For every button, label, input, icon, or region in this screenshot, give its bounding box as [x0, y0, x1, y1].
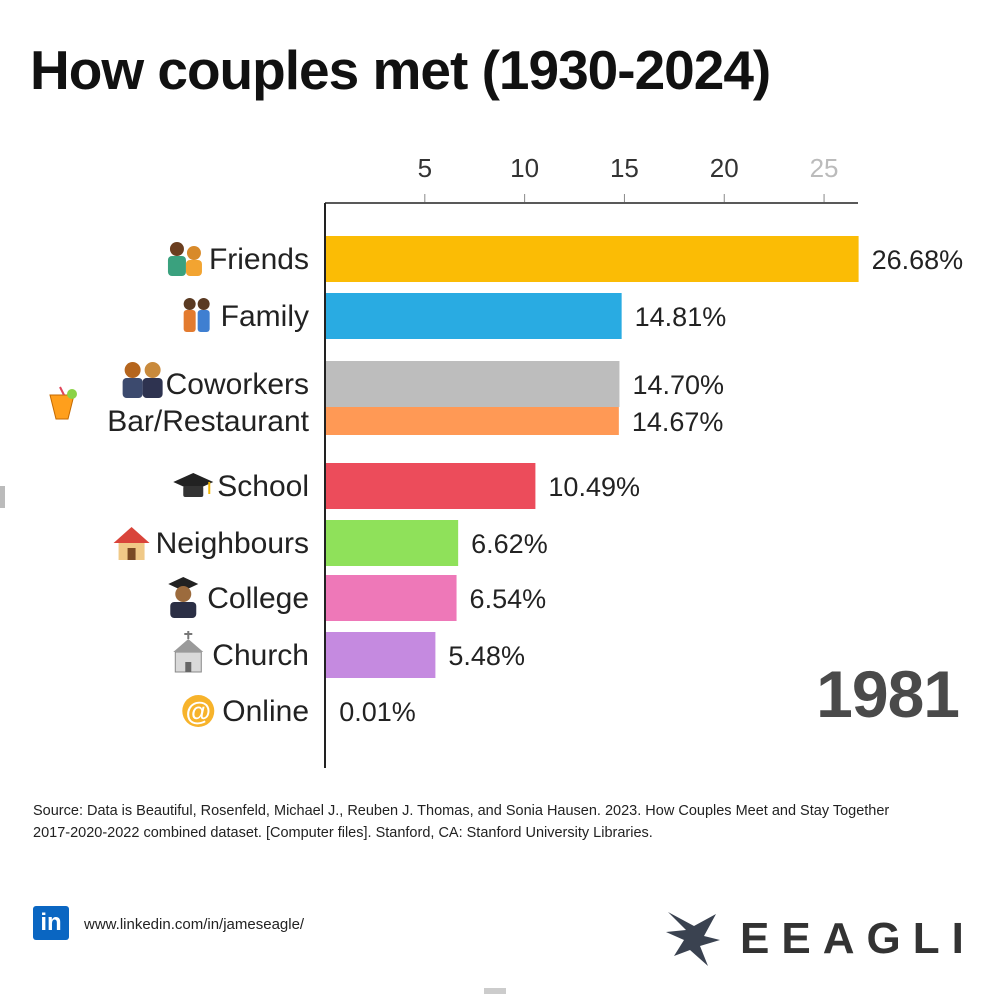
at-sign-icon: @ — [182, 695, 215, 727]
cocktail-icon-part — [67, 389, 77, 399]
value-label: 14.67% — [632, 407, 724, 437]
graduation-cap-icon-part — [183, 486, 204, 497]
couple-icon-part — [167, 256, 186, 276]
year-label: 1981 — [816, 657, 960, 731]
family-icon-part — [197, 310, 210, 332]
value-label: 26.68% — [872, 245, 964, 275]
coworkers-icon-part — [144, 362, 161, 378]
category-label: Friends — [209, 243, 309, 276]
couple-icon-part — [186, 246, 201, 260]
graduation-cap-icon — [173, 473, 214, 497]
bar-school — [326, 463, 536, 509]
family-icon-part — [183, 298, 196, 310]
category-label: Online — [222, 695, 309, 728]
bar-church — [326, 632, 436, 678]
family-icon-part — [197, 298, 210, 310]
cocktail-icon — [49, 386, 77, 420]
church-icon — [173, 631, 204, 673]
cocktail-icon-part — [49, 394, 75, 420]
linkedin-icon[interactable]: in — [33, 906, 69, 940]
linkedin-url[interactable]: www.linkedin.com/in/jameseagle/ — [84, 916, 305, 933]
bar-neighbours — [326, 520, 459, 566]
graduate-icon — [168, 577, 199, 618]
coworkers-icon-part — [122, 378, 143, 398]
coworkers-icon-part — [124, 362, 141, 378]
source-note: Source: Data is Beautiful, Rosenfeld, Mi… — [33, 803, 890, 841]
family-icon-part — [183, 310, 196, 332]
couple-icon — [167, 242, 202, 276]
family-icon — [183, 298, 210, 332]
x-tick-label: 10 — [510, 153, 539, 183]
category-label: College — [207, 582, 309, 615]
graduate-icon-part — [175, 586, 192, 602]
eagle-logo-icon — [666, 912, 720, 966]
value-label: 10.49% — [548, 472, 640, 502]
bar-family — [326, 293, 622, 339]
edge-mark — [484, 988, 506, 994]
category-label: Coworkers — [166, 368, 309, 401]
bar-bar-restaurant — [326, 407, 619, 435]
coworkers-icon-part — [142, 378, 163, 398]
graduate-icon-part — [170, 602, 197, 618]
value-label: 14.81% — [635, 302, 727, 332]
house-icon-part — [127, 548, 136, 560]
couple-icon-part — [185, 260, 202, 276]
x-tick-label: 15 — [610, 153, 639, 183]
graduate-icon-part — [168, 577, 199, 591]
value-label: 6.62% — [471, 529, 548, 559]
category-label: Church — [212, 639, 309, 672]
at-sign-icon-part — [182, 695, 215, 727]
bar-coworkers — [326, 361, 620, 407]
value-label: 6.54% — [470, 584, 547, 614]
house-icon-part — [113, 527, 150, 543]
x-tick-label: 5 — [418, 153, 432, 183]
x-tick-label: 20 — [710, 153, 739, 183]
category-label: Family — [221, 300, 309, 333]
house-icon — [113, 527, 150, 560]
value-label: 5.48% — [448, 641, 525, 671]
chart-title: How couples met (1930-2024) — [30, 39, 771, 101]
cocktail-icon-part — [59, 386, 65, 396]
church-icon-part — [173, 639, 204, 652]
category-label: Bar/Restaurant — [107, 405, 309, 438]
category-label: Neighbours — [156, 527, 309, 560]
church-icon-part — [185, 662, 192, 672]
category-label: School — [217, 470, 309, 503]
edge-mark — [0, 486, 5, 508]
couple-icon-part — [169, 242, 184, 256]
at-sign-icon-part: @ — [186, 696, 211, 726]
brand-name: EEAGLI — [740, 914, 976, 963]
x-tick-label: 25 — [810, 153, 839, 183]
value-label: 0.01% — [339, 697, 416, 727]
graduation-cap-icon-part — [173, 473, 214, 491]
coworkers-icon — [122, 362, 163, 398]
bar-college — [326, 575, 457, 621]
bar-friends — [326, 236, 859, 282]
brand-logo: EEAGLI — [664, 906, 969, 970]
value-label: 14.70% — [632, 370, 724, 400]
